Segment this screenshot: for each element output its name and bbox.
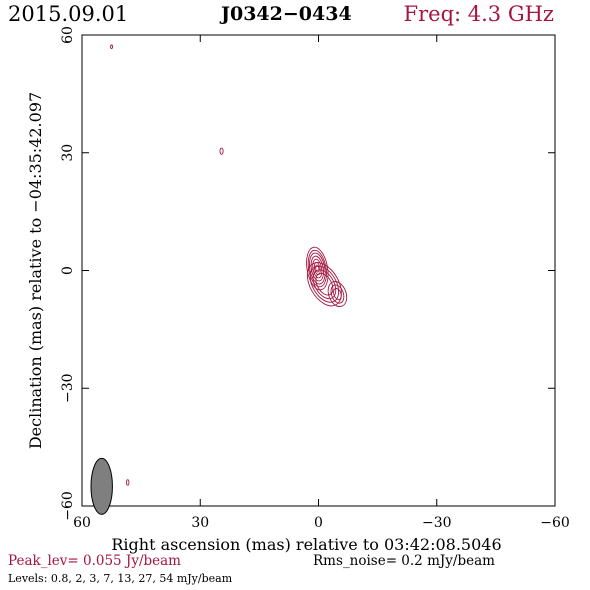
epoch-date: 2015.09.01 [8,2,129,26]
y-axis-label: Declination (mas) relative to −04:35:42.… [26,92,45,449]
x-tick-label: −30 [422,515,452,531]
restoring-beam [90,457,113,515]
peak-level: Peak_lev= 0.055 Jy/beam [8,553,181,569]
y-tick-label: −30 [60,373,76,403]
spot-b-contour-0 [219,147,224,155]
x-tick-label: 60 [73,515,91,531]
core-contour-6 [315,264,320,273]
beam-ellipse-group [90,457,113,515]
y-tick-label: 60 [60,26,76,44]
y-tick-label: 0 [60,266,76,275]
rms-noise: Rms_noise= 0.2 mJy/beam [313,553,495,569]
spot-a-contour-0 [110,44,113,49]
x-tick-label: −60 [540,515,570,531]
jet-contour-3 [315,272,334,296]
spot-c-contour-0 [126,479,130,486]
x-axis-label: Right ascension (mas) relative to 03:42:… [111,535,501,554]
contour-lines [110,44,348,486]
source-name: J0342−0434 [221,3,352,25]
jet-contour-0 [306,262,342,307]
y-tick-label: 30 [60,144,76,162]
core-contour-4 [312,258,323,279]
knot-contour-2 [333,287,342,301]
core-contour-1 [307,249,327,288]
knot-contour-1 [330,284,345,304]
x-tick-label: 30 [191,515,209,531]
jet-contour-1 [309,265,340,303]
contour-levels: Levels: 0.8, 2, 3, 7, 13, 27, 54 mJy/bea… [8,572,233,585]
frequency-label: Freq: 4.3 GHz [403,2,554,26]
core-contour-2 [309,252,326,285]
core-contour-0 [306,246,329,291]
x-tick-label: 0 [314,515,323,531]
plot-frame [81,34,556,507]
y-tick-label: −60 [60,491,76,521]
knot-contour-0 [327,281,348,308]
